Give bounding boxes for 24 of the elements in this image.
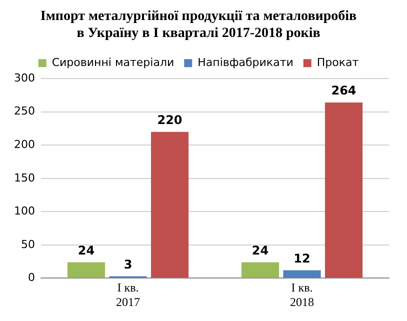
y-tick-label: 0 [28,271,35,284]
bar [324,102,363,278]
legend-label: Напівфабрикати [198,56,294,69]
y-tick-label: 50 [20,238,35,251]
chart-title: Імпорт металургійної продукції та металовиробів в Україну в I кварталі 2017-2018 років [40,9,358,41]
bar [67,262,106,278]
y-tick-label: 250 [14,104,35,118]
x-tick-label: I кв. 2017 [116,280,140,309]
data-label: 3 [124,257,132,272]
y-tick-label: 100 [14,204,35,218]
data-label: 12 [294,251,310,266]
data-label: 24 [252,243,269,258]
legend-label: Прокат [316,56,360,69]
legend-label: Сировинні матеріали [52,56,174,69]
data-label: 264 [331,84,356,98]
bar [150,132,189,278]
x-tick-label: I кв. 2018 [290,280,314,309]
y-tick-label: 150 [14,171,35,184]
data-label: 220 [157,112,182,127]
bar [241,262,280,278]
y-tick-label: 200 [14,138,35,151]
bar [283,270,321,278]
y-tick-label: 300 [14,71,35,84]
data-label: 24 [78,243,95,258]
